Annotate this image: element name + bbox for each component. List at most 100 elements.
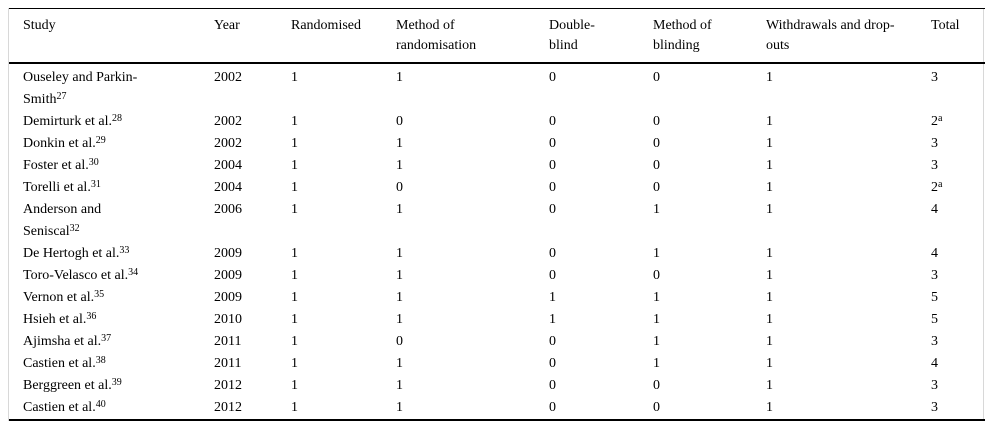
- reference-superscript: 28: [112, 112, 123, 124]
- cell-method-of-randomisation: 1: [396, 290, 403, 305]
- cell-method-of-blinding: 1: [653, 312, 660, 327]
- cell-method-of-randomisation: 1: [396, 268, 403, 283]
- reference-superscript: 33: [119, 244, 130, 256]
- reference-superscript: 38: [95, 354, 106, 366]
- cell-double-blind: 1: [549, 290, 556, 305]
- table-row: Castien et al.40 2012 1 1 0 0 1 3: [9, 397, 985, 420]
- cell-double-blind: 0: [549, 378, 556, 393]
- cell-study: Donkin et al.29: [9, 133, 214, 155]
- cell-randomised: 1: [291, 378, 298, 393]
- cell-total: 5: [931, 312, 938, 327]
- cell-year: 2004: [214, 180, 242, 195]
- study-name: Donkin et al.: [23, 136, 96, 151]
- table-row: Demirturk et al.28 2002 1 0 0 0 1 2a: [9, 111, 985, 133]
- cell-study: Torelli et al.31: [9, 177, 214, 199]
- cell-year: 2009: [214, 268, 242, 283]
- study-name: Demirturk et al.: [23, 114, 113, 129]
- studies-score-table: Study Year Randomised Method of randomis…: [9, 8, 985, 421]
- header-row: Study Year Randomised Method of randomis…: [9, 8, 985, 64]
- study-name: Anderson and Seniscal: [23, 202, 102, 239]
- cell-withdrawals-dropouts: 1: [766, 114, 773, 129]
- cell-randomised: 1: [291, 400, 298, 415]
- cell-total: 4: [931, 202, 938, 217]
- cell-method-of-randomisation: 1: [396, 400, 403, 415]
- cell-double-blind: 0: [549, 114, 556, 129]
- cell-method-of-blinding: 0: [653, 180, 660, 195]
- col-header-method-of-randomisation: Method of randomisation: [396, 8, 549, 64]
- cell-total: 3: [931, 158, 938, 173]
- cell-method-of-randomisation: 1: [396, 158, 403, 173]
- cell-withdrawals-dropouts: 1: [766, 202, 773, 217]
- cell-method-of-randomisation: 1: [396, 70, 403, 85]
- cell-year: 2010: [214, 312, 242, 327]
- cell-study: Foster et al.30: [9, 155, 214, 177]
- reference-superscript: 27: [56, 90, 67, 102]
- cell-study: Hsieh et al.36: [9, 309, 214, 331]
- cell-double-blind: 0: [549, 334, 556, 349]
- cell-year: 2011: [214, 356, 242, 371]
- cell-year: 2012: [214, 400, 242, 415]
- cell-study: Toro-Velasco et al.34: [9, 265, 214, 287]
- cell-total: 3: [931, 334, 938, 349]
- study-name: Toro-Velasco et al.: [23, 268, 129, 283]
- cell-double-blind: 0: [549, 268, 556, 283]
- quality-assessment-table: Study Year Randomised Method of randomis…: [8, 8, 985, 421]
- cell-randomised: 1: [291, 202, 298, 217]
- study-name: Castien et al.: [23, 400, 96, 415]
- table-row: Vernon et al.35 2009 1 1 1 1 1 5: [9, 287, 985, 309]
- cell-total: 3: [931, 378, 938, 393]
- table-row: Foster et al.30 2004 1 1 0 0 1 3: [9, 155, 985, 177]
- cell-total: 2a: [931, 178, 943, 195]
- cell-total: 3: [931, 400, 938, 415]
- table-row: Ouseley and Parkin- Smith27 2002 1 1 0 0 1 3: [9, 63, 985, 111]
- table-row: De Hertogh et al.33 2009 1 1 0 1 1 4: [9, 243, 985, 265]
- cell-study: Berggreen et al.39: [9, 375, 214, 397]
- cell-withdrawals-dropouts: 1: [766, 356, 773, 371]
- cell-randomised: 1: [291, 290, 298, 305]
- cell-total: 2a: [931, 112, 943, 129]
- cell-method-of-blinding: 0: [653, 70, 660, 85]
- cell-randomised: 1: [291, 312, 298, 327]
- cell-withdrawals-dropouts: 1: [766, 70, 773, 85]
- cell-double-blind: 0: [549, 158, 556, 173]
- cell-year: 2002: [214, 70, 242, 85]
- cell-study: Castien et al.40: [9, 397, 214, 420]
- cell-method-of-blinding: 1: [653, 202, 660, 217]
- cell-withdrawals-dropouts: 1: [766, 378, 773, 393]
- cell-withdrawals-dropouts: 1: [766, 180, 773, 195]
- reference-superscript: 29: [95, 134, 106, 146]
- cell-method-of-blinding: 0: [653, 400, 660, 415]
- cell-double-blind: 1: [549, 312, 556, 327]
- cell-method-of-randomisation: 1: [396, 312, 403, 327]
- study-name: Vernon et al.: [23, 290, 95, 305]
- table-row: Donkin et al.29 2002 1 1 0 0 1 3: [9, 133, 985, 155]
- reference-superscript: 34: [128, 266, 139, 278]
- table-row: Torelli et al.31 2004 1 0 0 0 1 2a: [9, 177, 985, 199]
- cell-randomised: 1: [291, 114, 298, 129]
- study-name: De Hertogh et al.: [23, 246, 120, 261]
- cell-study: Ouseley and Parkin- Smith27: [9, 63, 214, 111]
- cell-withdrawals-dropouts: 1: [766, 400, 773, 415]
- col-header-double-blind: Double- blind: [549, 8, 653, 64]
- cell-total: 3: [931, 136, 938, 151]
- cell-method-of-blinding: 0: [653, 136, 660, 151]
- cell-year: 2004: [214, 158, 242, 173]
- table-row: Toro-Velasco et al.34 2009 1 1 0 0 1 3: [9, 265, 985, 287]
- cell-withdrawals-dropouts: 1: [766, 312, 773, 327]
- study-name: Torelli et al.: [23, 180, 91, 195]
- cell-year: 2012: [214, 378, 242, 393]
- cell-year: 2009: [214, 246, 242, 261]
- cell-randomised: 1: [291, 356, 298, 371]
- cell-randomised: 1: [291, 246, 298, 261]
- cell-year: 2002: [214, 136, 242, 151]
- cell-withdrawals-dropouts: 1: [766, 268, 773, 283]
- table-row: Castien et al.38 2011 1 1 0 1 1 4: [9, 353, 985, 375]
- study-name: Castien et al.: [23, 356, 96, 371]
- reference-superscript: 39: [111, 376, 122, 388]
- cell-randomised: 1: [291, 70, 298, 85]
- cell-randomised: 1: [291, 334, 298, 349]
- cell-double-blind: 0: [549, 180, 556, 195]
- footnote-superscript: a: [938, 178, 943, 190]
- cell-study: De Hertogh et al.33: [9, 243, 214, 265]
- cell-total: 3: [931, 268, 938, 283]
